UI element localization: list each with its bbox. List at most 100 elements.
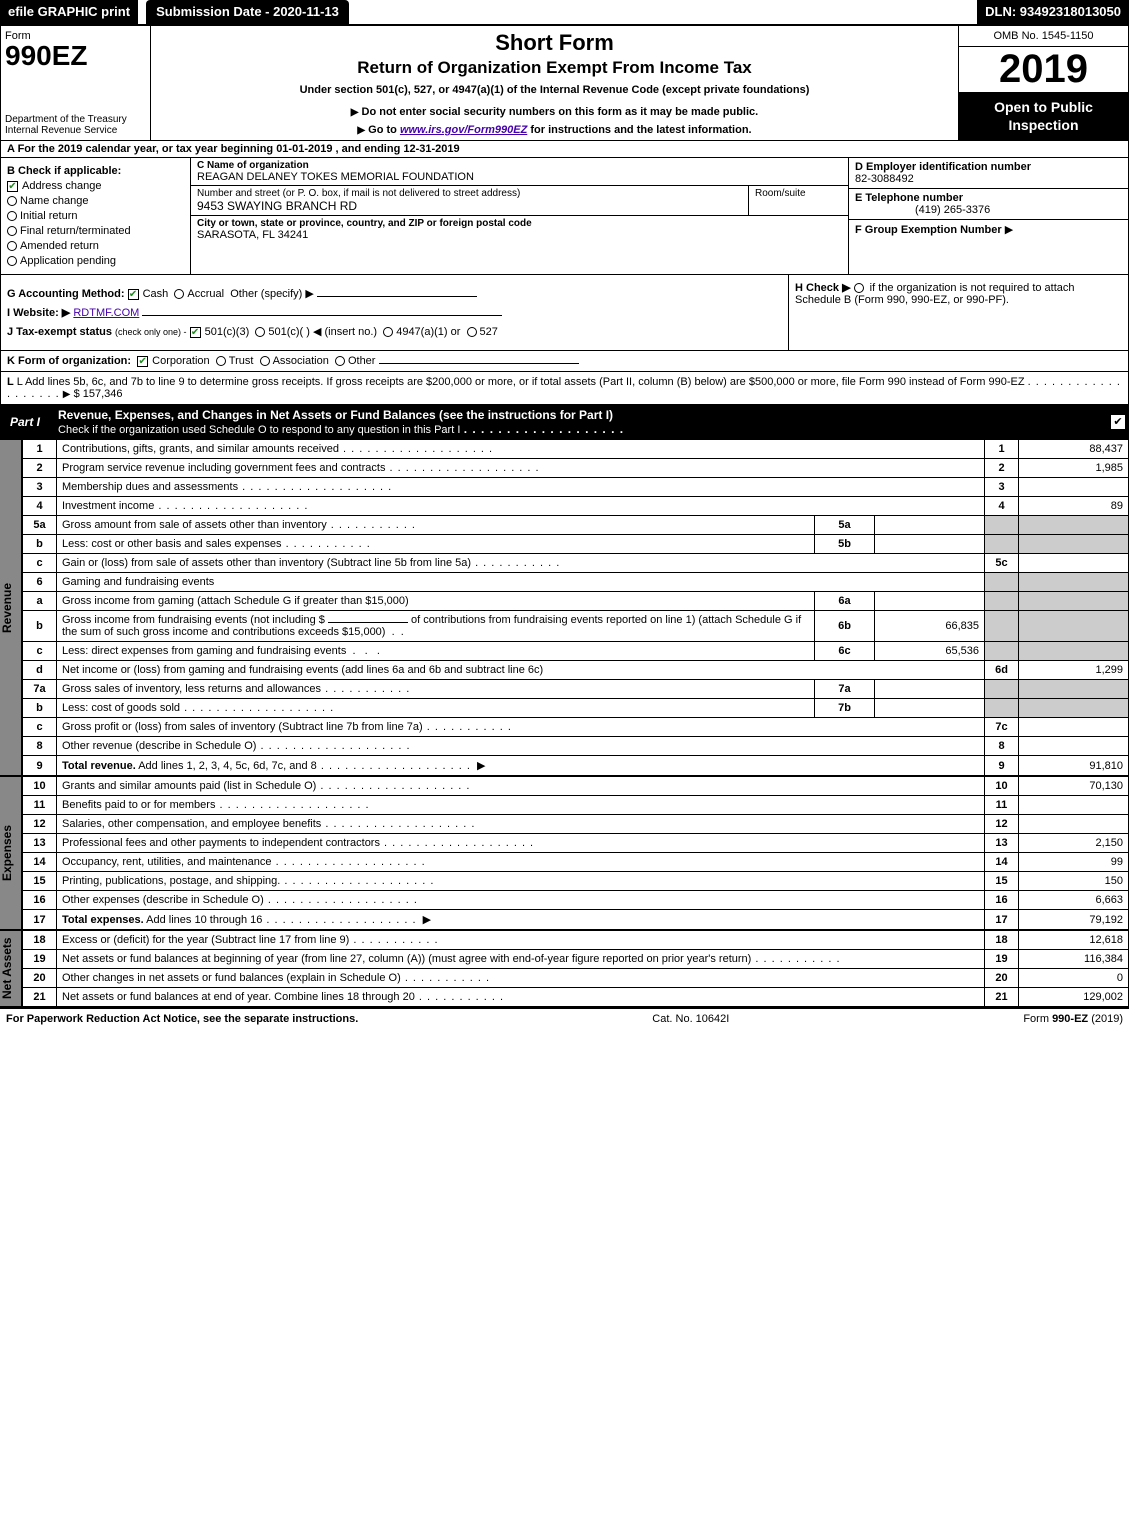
check-amended[interactable]: Amended return [7, 240, 184, 252]
check-label: Address change [22, 180, 102, 192]
amount: 79,192 [1019, 910, 1129, 930]
amount-gray [1019, 573, 1129, 592]
contrib-input[interactable] [328, 622, 408, 623]
line-6c: c Less: direct expenses from gaming and … [23, 642, 1129, 661]
amount: 6,663 [1019, 891, 1129, 910]
line-1: 1 Contributions, gifts, grants, and simi… [23, 440, 1129, 459]
header-right: OMB No. 1545-1150 2019 Open to Public In… [958, 26, 1128, 140]
trust-radio[interactable] [216, 356, 226, 366]
line-num: 1 [23, 440, 57, 459]
amount: 1,299 [1019, 661, 1129, 680]
501c-label: 501(c)( ) ◀ (insert no.) [268, 326, 377, 338]
check-name-change[interactable]: Name change [7, 195, 184, 207]
line-12: 12 Salaries, other compensation, and emp… [23, 815, 1129, 834]
line-desc: Net income or (loss) from gaming and fun… [57, 661, 985, 680]
line-desc: Less: cost of goods sold [57, 699, 815, 718]
amount: 150 [1019, 872, 1129, 891]
line-num: 2 [23, 459, 57, 478]
instructions-link[interactable]: www.irs.gov/Form990EZ [400, 124, 527, 136]
street-value: 9453 SWAYING BRANCH RD [197, 199, 742, 213]
ein-value: 82-3088492 [855, 173, 914, 185]
501c3-label: 501(c)(3) [205, 326, 250, 338]
box-num: 16 [985, 891, 1019, 910]
line-6: 6 Gaming and fundraising events [23, 573, 1129, 592]
omb-number: OMB No. 1545-1150 [959, 26, 1128, 47]
amount [1019, 815, 1129, 834]
check-header: B Check if applicable: [7, 165, 184, 177]
cash-checkbox[interactable] [128, 289, 139, 300]
h-radio[interactable] [854, 283, 864, 293]
c-label: C Name of organization [197, 160, 842, 171]
radio-icon [7, 226, 17, 236]
check-address-change[interactable]: Address change [7, 180, 184, 192]
h-label: H Check ▶ [795, 282, 851, 294]
sub-amount [875, 516, 985, 535]
line-num: 12 [23, 815, 57, 834]
trust-label: Trust [229, 355, 254, 367]
corp-checkbox[interactable] [137, 356, 148, 367]
box-num: 4 [985, 497, 1019, 516]
line-desc: Gross income from fundraising events (no… [57, 611, 815, 642]
check-label: Amended return [20, 240, 99, 252]
other-label: Other (specify) ▶ [230, 288, 314, 300]
other-radio[interactable] [335, 356, 345, 366]
other-input[interactable] [317, 296, 477, 297]
other-org-input[interactable] [379, 363, 579, 364]
website-link[interactable]: RDTMF.COM [73, 307, 139, 319]
box-num: 14 [985, 853, 1019, 872]
check-final-return[interactable]: Final return/terminated [7, 225, 184, 237]
501c3-checkbox[interactable] [190, 327, 201, 338]
dept-text: Department of the Treasury [5, 114, 127, 125]
city-row: City or town, state or province, country… [191, 216, 848, 243]
sub-num: 6c [815, 642, 875, 661]
ssn-warning-text: Do not enter social security numbers on … [362, 106, 759, 118]
city-label: City or town, state or province, country… [197, 218, 842, 229]
501c-radio[interactable] [255, 327, 265, 337]
amount [1019, 737, 1129, 756]
sub-amount [875, 535, 985, 554]
assoc-radio[interactable] [260, 356, 270, 366]
efile-label: efile GRAPHIC print [0, 0, 138, 24]
line-desc: Total expenses. Add lines 10 through 16 … [57, 910, 985, 930]
part-note: Check if the organization used Schedule … [58, 424, 460, 436]
line-17: 17 Total expenses. Add lines 10 through … [23, 910, 1129, 930]
check-label: Final return/terminated [20, 225, 131, 237]
check-label: Name change [20, 195, 89, 207]
schedule-o-checkbox[interactable]: ✔ [1111, 415, 1125, 429]
d-cell: D Employer identification number 82-3088… [849, 158, 1128, 189]
527-radio[interactable] [467, 327, 477, 337]
part-i-header: Part I Revenue, Expenses, and Changes in… [0, 405, 1129, 439]
4947-label: 4947(a)(1) or [396, 326, 460, 338]
phone-value: (419) 265-3376 [855, 204, 990, 216]
cat-no: Cat. No. 10642I [358, 1013, 1023, 1025]
line-num: 17 [23, 910, 57, 930]
4947-radio[interactable] [383, 327, 393, 337]
line-desc: Occupancy, rent, utilities, and maintena… [57, 853, 985, 872]
check-application-pending[interactable]: Application pending [7, 255, 184, 267]
box-num: 11 [985, 796, 1019, 815]
line-10: 10 Grants and similar amounts paid (list… [23, 777, 1129, 796]
tax-exempt-line: J Tax-exempt status (check only one) - 5… [7, 325, 782, 338]
line-20: 20 Other changes in net assets or fund b… [23, 969, 1129, 988]
accrual-radio[interactable] [174, 289, 184, 299]
radio-icon [7, 241, 17, 251]
line-num: 11 [23, 796, 57, 815]
check-initial-return[interactable]: Initial return [7, 210, 184, 222]
line-num: b [23, 611, 57, 642]
row-g-h: G Accounting Method: Cash Accrual Other … [0, 275, 1129, 351]
box-num: 8 [985, 737, 1019, 756]
street-col: Number and street (or P. O. box, if mail… [191, 186, 748, 216]
box-gray [985, 642, 1019, 661]
street-label: Number and street (or P. O. box, if mail… [197, 188, 742, 199]
line-num: 3 [23, 478, 57, 497]
checkbox-icon [7, 181, 18, 192]
cash-label: Cash [143, 288, 169, 300]
header-left: Form 990EZ Department of the Treasury In… [1, 26, 151, 140]
line-num: 5a [23, 516, 57, 535]
line-desc: Gaming and fundraising events [57, 573, 985, 592]
line-desc: Salaries, other compensation, and employ… [57, 815, 985, 834]
open-to-public: Open to Public Inspection [959, 92, 1128, 140]
street-row: Number and street (or P. O. box, if mail… [191, 186, 848, 216]
box-num: 20 [985, 969, 1019, 988]
box-num: 18 [985, 931, 1019, 950]
